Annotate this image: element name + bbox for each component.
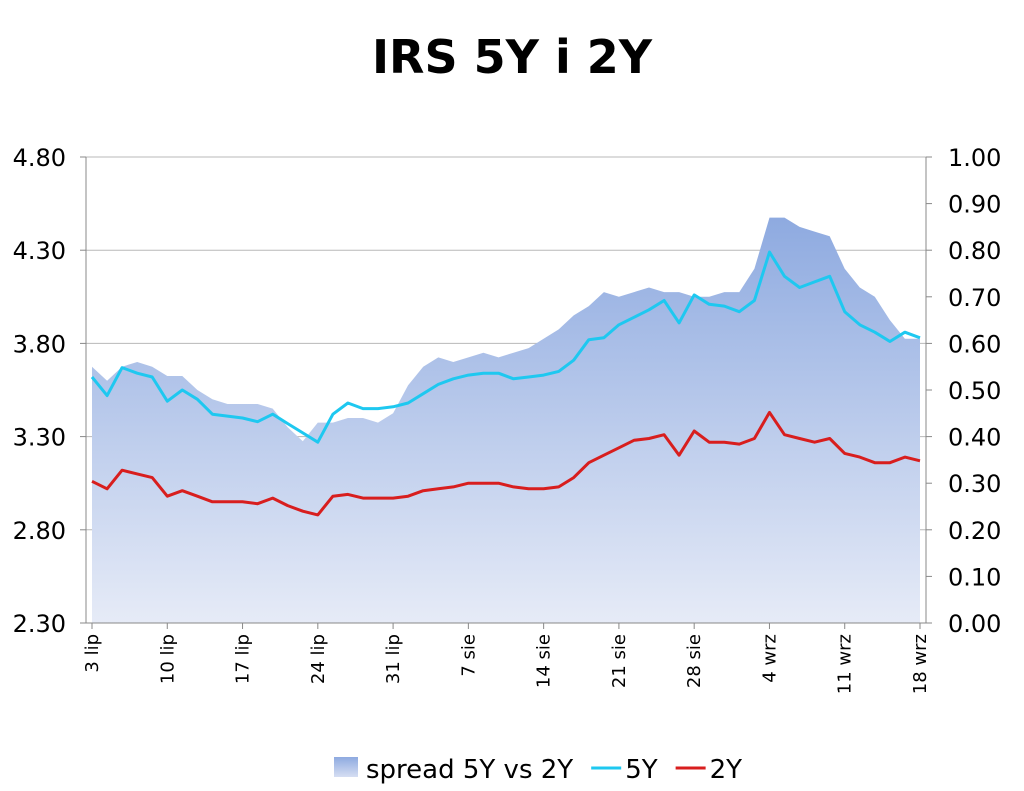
y-left-tick-label: 3.30 [13, 424, 66, 452]
y-right-tick-label: 0.70 [948, 284, 1001, 312]
legend-label: 5Y [625, 755, 658, 785]
legend: spread 5Y vs 2Y 5Y 2Y [334, 755, 742, 785]
y-left-tick-label: 4.30 [13, 237, 66, 265]
legend-swatch-spread [334, 757, 358, 777]
x-tick-label: 4 wrz [759, 634, 780, 683]
y-left-tick-label: 2.80 [13, 517, 66, 545]
y-right-tick-label: 0.50 [948, 377, 1001, 405]
y-left-tick-label: 2.30 [13, 610, 66, 638]
series-line-5y [90, 250, 921, 444]
x-tick-label: 24 lip [308, 634, 329, 684]
x-tick-label: 11 wrz [835, 634, 856, 694]
y-left-tick-label: 3.80 [13, 330, 66, 358]
y-right-tick-label: 0.80 [948, 237, 1001, 265]
x-tick-label: 10 lip [157, 634, 178, 684]
x-tick-label: 18 wrz [910, 634, 931, 694]
legend-label: 2Y [710, 755, 743, 785]
y-right-tick-label: 0.10 [948, 563, 1001, 591]
y-right-tick-label: 0.90 [948, 191, 1001, 219]
x-tick-label: 14 sie [534, 634, 555, 688]
chart-title: IRS 5Y i 2Y [371, 30, 653, 84]
y-right-tick-label: 0.40 [948, 424, 1001, 452]
axes [80, 156, 932, 629]
legend-label: spread 5Y vs 2Y [366, 755, 573, 785]
series-lines-layer [90, 250, 921, 517]
x-tick-label: 21 sie [609, 634, 630, 688]
tick-labels: 2.30 2.80 3.30 3.80 4.30 4.80 0.00 0.10 0.20 0.30… [13, 144, 1002, 694]
y-left-tick-label: 4.80 [13, 144, 66, 172]
y-right-tick-label: 0.00 [948, 610, 1001, 638]
y-right-tick-label: 1.00 [948, 144, 1001, 172]
spread-area [92, 217, 920, 623]
y-right-tick-label: 0.60 [948, 330, 1001, 358]
y-right-tick-label: 0.30 [948, 470, 1001, 498]
spread-area-layer [92, 217, 920, 623]
x-tick-label: 3 lip [82, 634, 103, 673]
x-tick-label: 31 lip [383, 634, 404, 684]
x-tick-label: 28 sie [684, 634, 705, 688]
x-tick-label: 17 lip [233, 634, 254, 684]
y-right-tick-label: 0.20 [948, 517, 1001, 545]
series-line-2y [91, 410, 921, 517]
x-tick-label: 7 sie [458, 634, 479, 677]
